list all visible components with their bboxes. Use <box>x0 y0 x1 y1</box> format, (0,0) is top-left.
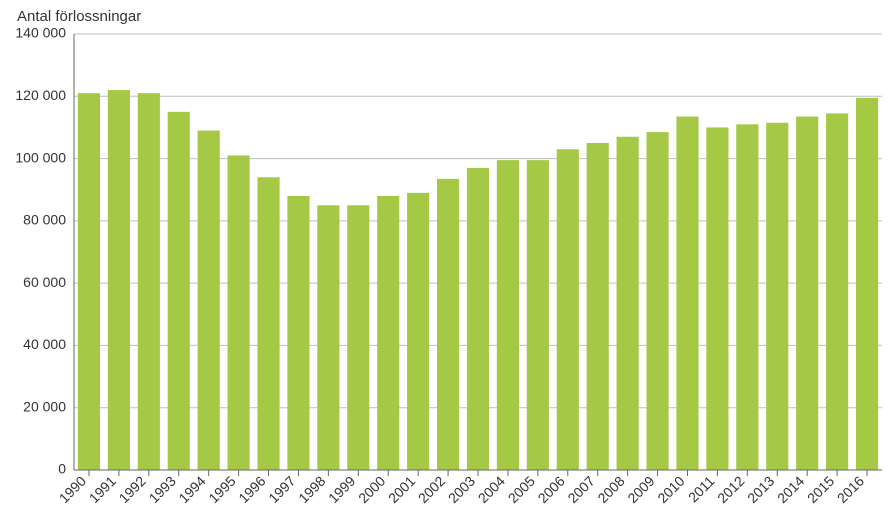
y-tick-label: 120 000 <box>15 87 66 103</box>
y-tick-label: 60 000 <box>23 274 66 290</box>
bar <box>228 155 250 470</box>
bar <box>766 123 788 470</box>
bar <box>706 127 728 470</box>
bar <box>377 196 399 470</box>
bar <box>587 143 609 470</box>
bar <box>168 112 190 470</box>
y-tick-label: 0 <box>58 461 66 477</box>
bar <box>198 131 220 470</box>
bar-chart: 0 20 000 40 000 60 000 80 000 100 000 120 000 1… <box>0 0 894 530</box>
bar <box>467 168 489 470</box>
bar <box>78 93 100 470</box>
y-tick-label: 140 000 <box>15 25 66 41</box>
bar <box>138 93 160 470</box>
y-axis-title: Antal förlossningar <box>17 8 141 25</box>
y-tick-label: 20 000 <box>23 398 66 414</box>
bar <box>527 160 549 470</box>
chart-container: Antal förlossningar 0 20 000 40 000 60 000 8… <box>0 0 894 530</box>
bar <box>646 132 668 470</box>
bar <box>347 205 369 470</box>
y-tick-label: 40 000 <box>23 336 66 352</box>
bar <box>257 177 279 470</box>
bar <box>497 160 519 470</box>
bar <box>437 179 459 470</box>
bar <box>617 137 639 470</box>
y-tick-label: 80 000 <box>23 212 66 228</box>
bar <box>826 113 848 470</box>
bar <box>856 98 878 470</box>
bar <box>317 205 339 470</box>
bar <box>676 117 698 470</box>
y-tick-label: 100 000 <box>15 149 66 165</box>
bar <box>557 149 579 470</box>
bar <box>287 196 309 470</box>
bar <box>736 124 758 470</box>
bar <box>108 90 130 470</box>
bar <box>796 117 818 470</box>
bar <box>407 193 429 470</box>
